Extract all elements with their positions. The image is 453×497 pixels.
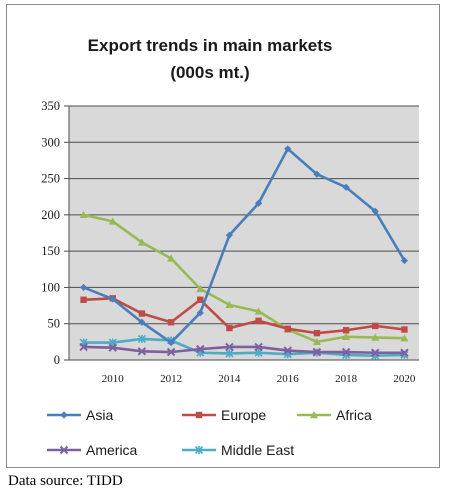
data-point-asia xyxy=(138,318,146,326)
legend-marker-africa xyxy=(310,411,318,419)
y-tick-label: 150 xyxy=(41,244,60,258)
data-point-africa xyxy=(167,254,176,262)
y-tick-label: 0 xyxy=(54,353,60,367)
y-tick-label: 200 xyxy=(41,208,60,222)
data-point-middle-east xyxy=(225,349,234,358)
data-point-america xyxy=(79,342,88,352)
data-point-america xyxy=(400,348,409,357)
y-tick-label: 100 xyxy=(41,280,60,294)
legend-item-europe: Europe xyxy=(182,407,266,423)
series-line-asia xyxy=(83,147,406,344)
chart-svg: Export trends in main markets (000s mt.)… xyxy=(41,36,419,458)
data-point-asia xyxy=(371,207,379,215)
x-tick-label: 2014 xyxy=(218,373,241,385)
data-point-europe xyxy=(167,319,175,326)
data-point-america xyxy=(341,347,351,357)
chart-frame: Export trends in main markets (000s mt.)… xyxy=(6,4,440,468)
x-tick-label: 2020 xyxy=(393,373,416,385)
data-point-africa xyxy=(196,284,205,293)
series-line-america xyxy=(83,345,405,355)
x-tick-label: 2016 xyxy=(277,373,300,385)
source-note: Data source: TIDD xyxy=(8,473,123,489)
data-point-europe xyxy=(226,324,233,332)
legend: Asia Europe Africa America Middle East xyxy=(47,407,372,458)
plot-area xyxy=(69,106,419,360)
data-point-america xyxy=(283,346,292,355)
data-point-asia xyxy=(79,283,88,292)
legend-item-america: America xyxy=(47,442,138,458)
series-line-africa xyxy=(83,213,405,344)
data-point-africa xyxy=(254,307,263,315)
data-point-europe xyxy=(138,310,146,317)
series-america xyxy=(79,342,409,357)
data-point-africa xyxy=(371,333,380,341)
legend-item-asia: Asia xyxy=(47,407,113,423)
legend-label-middle-east: Middle East xyxy=(221,442,294,458)
x-tick-label: 2010 xyxy=(102,373,125,385)
legend-label-asia: Asia xyxy=(86,407,113,423)
y-tick-label: 50 xyxy=(48,317,61,331)
legend-marker-asia xyxy=(60,411,68,419)
data-point-europe xyxy=(313,329,321,337)
data-point-africa xyxy=(400,334,409,342)
legend-item-africa: Africa xyxy=(297,407,372,423)
data-point-europe xyxy=(255,317,262,325)
grid-lines xyxy=(69,105,419,361)
series-layer xyxy=(79,145,409,360)
x-tick-label: 2018 xyxy=(335,373,358,385)
legend-label-africa: Africa xyxy=(336,407,372,423)
x-tick-label: 2012 xyxy=(160,373,182,385)
y-axis-ticks: 0 50 100 150 200 250 300 350 xyxy=(41,99,70,367)
data-point-middle-east xyxy=(137,334,146,344)
data-point-europe xyxy=(197,296,204,303)
data-point-asia xyxy=(313,170,321,178)
data-point-america xyxy=(137,347,147,356)
data-point-america xyxy=(225,342,234,352)
data-point-africa xyxy=(108,217,117,225)
series-line-middle-east xyxy=(83,337,405,357)
data-point-america xyxy=(312,347,322,357)
legend-label-america: America xyxy=(86,442,138,458)
data-point-africa xyxy=(225,300,234,309)
data-point-europe xyxy=(401,326,408,333)
data-point-europe xyxy=(372,322,379,330)
data-point-africa xyxy=(312,337,321,346)
data-point-america xyxy=(196,344,205,354)
data-point-europe xyxy=(80,296,87,303)
y-tick-label: 350 xyxy=(41,99,60,113)
data-point-america xyxy=(166,347,176,357)
data-point-america xyxy=(371,348,380,357)
data-point-europe xyxy=(284,325,291,332)
chart-title-line-1: Export trends in main markets xyxy=(88,36,333,55)
y-tick-label: 300 xyxy=(41,135,60,149)
chart-title-line-2: (000s mt.) xyxy=(170,63,249,82)
data-point-asia xyxy=(225,231,234,239)
data-point-asia xyxy=(284,145,292,153)
legend-marker-europe xyxy=(195,411,203,419)
series-line-europe xyxy=(83,297,405,335)
data-point-africa xyxy=(137,238,146,246)
series-asia xyxy=(79,145,409,347)
data-point-america xyxy=(254,342,263,352)
legend-label-europe: Europe xyxy=(221,407,266,423)
data-point-asia xyxy=(167,338,175,347)
data-point-africa xyxy=(79,210,88,219)
data-point-asia xyxy=(109,295,117,303)
x-axis-ticks: 2010 2012 2014 2016 2018 2020 xyxy=(102,373,416,385)
data-point-america xyxy=(108,343,117,352)
legend-marker-america xyxy=(59,445,69,455)
legend-marker-middle-east xyxy=(194,445,204,455)
legend-item-middle-east: Middle East xyxy=(182,442,294,458)
data-point-asia xyxy=(342,183,350,191)
data-point-europe xyxy=(342,327,350,334)
y-tick-label: 250 xyxy=(41,172,60,186)
data-point-africa xyxy=(342,332,351,340)
data-point-asia xyxy=(400,256,409,265)
data-point-asia xyxy=(196,309,204,317)
